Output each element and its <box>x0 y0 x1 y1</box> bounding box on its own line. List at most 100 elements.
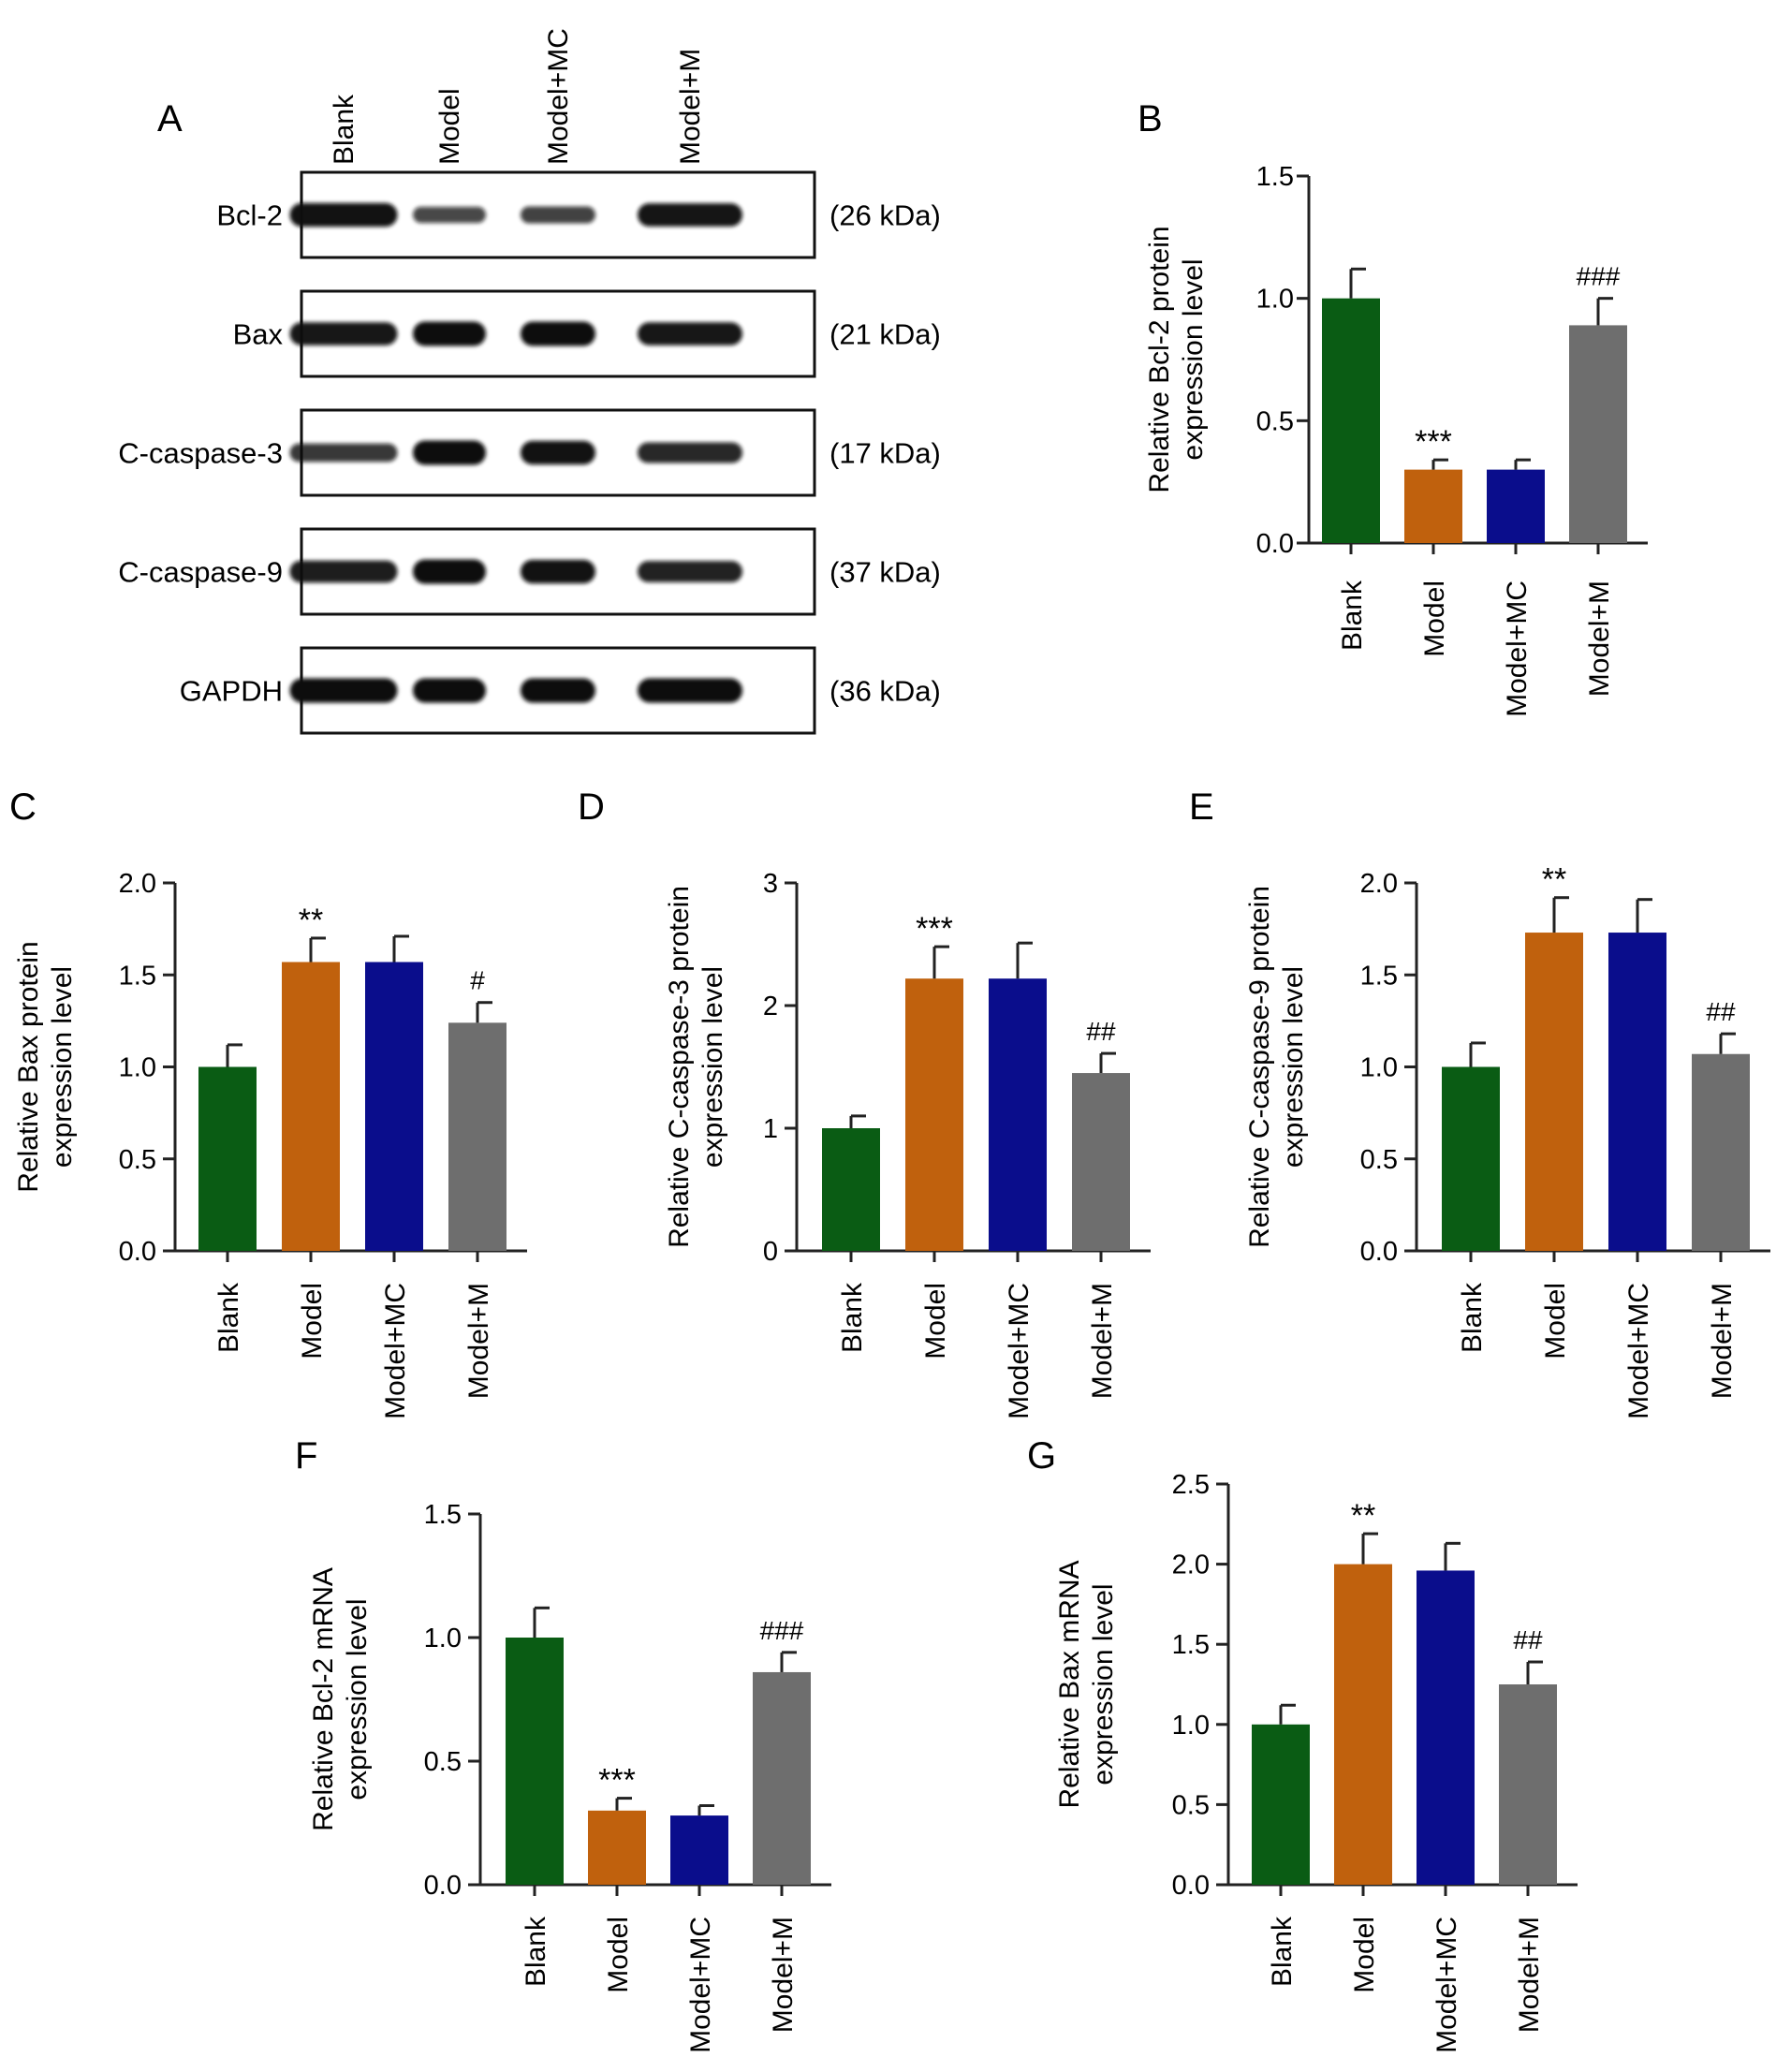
category-label: Model+MC <box>1004 1283 1035 1419</box>
western-blot-panel: A Blank Model Model+MC Model+M Bcl-2 (26 kDa) B… <box>118 28 941 735</box>
protein-label: Bcl-2 <box>216 199 283 232</box>
protein-band <box>521 440 595 465</box>
y-tick-label: 1.5 <box>119 961 156 991</box>
y-tick-label: 0.0 <box>424 1871 462 1901</box>
bar <box>198 1066 257 1251</box>
y-tick-label: 2.0 <box>119 869 156 899</box>
molecular-weight-label: (36 kDa) <box>829 675 941 708</box>
lane-label: Blank <box>329 94 360 165</box>
category-label: Model+M <box>1087 1283 1118 1399</box>
molecular-weight-label: (21 kDa) <box>829 318 941 351</box>
bar <box>1072 1073 1130 1251</box>
category-label: Model <box>1419 580 1450 657</box>
category-label: Model+MC <box>1623 1283 1654 1419</box>
panel-letter: E <box>1189 786 1214 828</box>
y-tick-label: 1.5 <box>1172 1630 1210 1660</box>
bar <box>670 1815 728 1885</box>
significance-annotation: # <box>470 966 485 995</box>
chart-panel-e: E Relative C-caspase-9 protein expression … <box>1189 786 1770 1419</box>
y-axis-label: Relative C-caspase-3 protein <box>664 886 695 1248</box>
molecular-weight-label: (37 kDa) <box>829 556 941 589</box>
category-label: Model+MC <box>380 1283 411 1419</box>
y-tick-label: 1.5 <box>1256 162 1294 192</box>
protein-band <box>289 322 398 345</box>
protein-band <box>638 678 742 703</box>
protein-label: GAPDH <box>180 675 283 708</box>
y-axis-label: Relative Bcl-2 mRNA <box>308 1567 339 1831</box>
category-label: Model <box>603 1917 634 1993</box>
protein-band <box>521 678 595 703</box>
y-axis-label: expression level <box>1278 966 1309 1168</box>
protein-band <box>413 559 486 584</box>
category-label: Blank <box>521 1916 551 1987</box>
y-axis-label: expression level <box>697 966 728 1168</box>
protein-band <box>521 559 595 584</box>
y-tick-label: 0.0 <box>1256 529 1294 559</box>
chart-panel-d: D Relative C-caspase-3 protein expression … <box>578 786 1151 1419</box>
bar <box>1322 298 1380 543</box>
category-label: Model <box>1540 1283 1571 1359</box>
protein-band <box>638 442 742 463</box>
y-axis-label: expression level <box>342 1598 373 1800</box>
protein-band <box>521 321 595 346</box>
bar <box>448 1022 506 1251</box>
lane-label: Model+MC <box>543 28 574 165</box>
y-tick-label: 1 <box>763 1114 778 1144</box>
significance-annotation: *** <box>598 1763 636 1799</box>
category-label: Model <box>920 1283 951 1359</box>
y-tick-label: 0.5 <box>119 1145 156 1175</box>
y-tick-label: 1.5 <box>1360 961 1398 991</box>
category-label: Blank <box>1267 1916 1298 1987</box>
y-tick-label: 1.0 <box>119 1053 156 1083</box>
bar <box>1569 325 1627 543</box>
bar <box>1499 1684 1557 1885</box>
bar <box>1252 1724 1310 1885</box>
chart-panel-c: C Relative Bax protein expression level 0.0… <box>9 786 527 1419</box>
significance-annotation: *** <box>1415 424 1452 460</box>
y-axis-label: Relative Bax mRNA <box>1054 1560 1085 1808</box>
y-axis-label: expression level <box>1178 258 1209 460</box>
y-tick-label: 1.0 <box>1256 285 1294 315</box>
significance-annotation: ## <box>1086 1017 1116 1046</box>
protein-band <box>289 678 398 703</box>
y-axis-label: expression level <box>1088 1583 1119 1785</box>
panel-letter: C <box>9 786 37 828</box>
protein-band <box>289 443 398 463</box>
bar <box>1487 469 1545 543</box>
bar <box>506 1638 564 1885</box>
panel-letter-a: A <box>157 98 183 140</box>
protein-label: C-caspase-3 <box>118 437 283 470</box>
chart-panel-f: F Relative Bcl-2 mRNA expression level 0.0 0… <box>295 1435 831 2053</box>
significance-annotation: ### <box>760 1616 804 1645</box>
significance-annotation: ### <box>1577 262 1621 291</box>
molecular-weight-label: (26 kDa) <box>829 199 941 232</box>
y-tick-label: 0.0 <box>119 1237 156 1267</box>
y-tick-label: 1.0 <box>424 1624 462 1653</box>
protein-label: Bax <box>233 318 284 351</box>
bar <box>282 962 340 1251</box>
category-label: Model <box>1349 1917 1380 1993</box>
panel-letter: D <box>578 786 605 828</box>
protein-band <box>413 440 486 465</box>
protein-band <box>289 560 398 583</box>
y-tick-label: 0.5 <box>1172 1790 1210 1820</box>
category-label: Blank <box>837 1282 868 1353</box>
y-tick-label: 1.0 <box>1172 1711 1210 1741</box>
bar <box>588 1810 646 1885</box>
bar <box>1692 1053 1750 1251</box>
category-label: Model+M <box>768 1917 799 2033</box>
y-tick-label: 1.5 <box>424 1500 462 1530</box>
protein-band <box>289 202 398 228</box>
bar <box>1417 1570 1475 1885</box>
panel-letter: G <box>1027 1435 1056 1477</box>
protein-band <box>413 206 486 224</box>
y-tick-label: 3 <box>763 869 778 899</box>
y-tick-label: 0.5 <box>1256 406 1294 436</box>
lane-label: Model+M <box>675 49 706 165</box>
category-label: Model+MC <box>1431 1917 1462 2053</box>
y-tick-label: 2.0 <box>1360 869 1398 899</box>
y-tick-label: 0.0 <box>1172 1871 1210 1901</box>
panel-letter: F <box>295 1435 317 1477</box>
chart-panel-b: B Relative Bcl-2 protein expression level 0… <box>1138 98 1648 717</box>
